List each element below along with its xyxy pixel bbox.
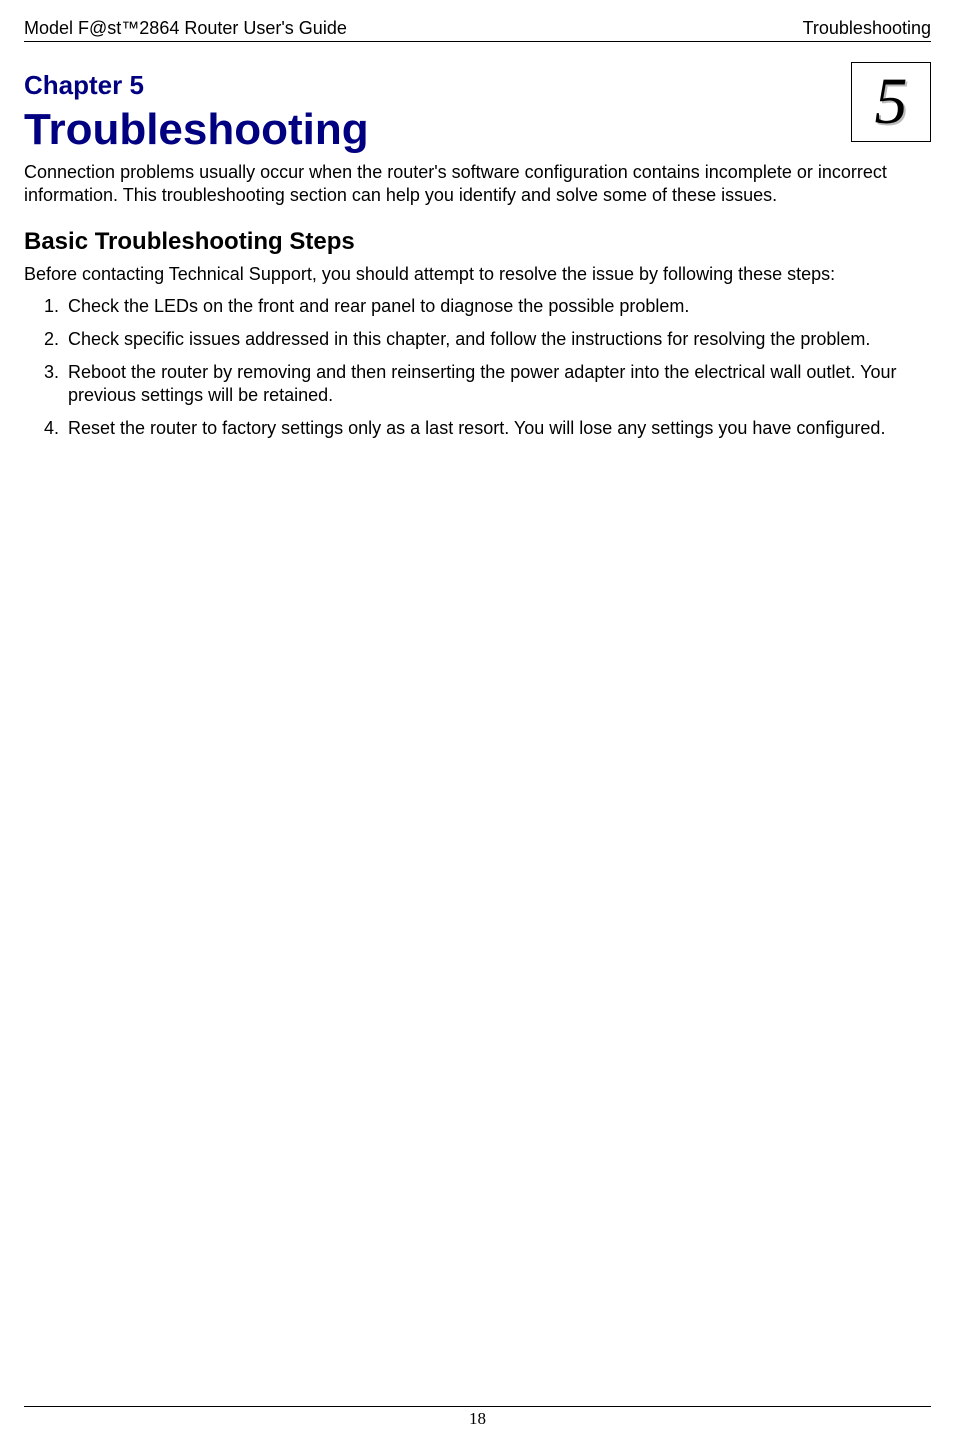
page-footer: 18 <box>24 1406 931 1429</box>
footer-rule <box>24 1406 931 1407</box>
step-item: Check specific issues addressed in this … <box>64 328 931 351</box>
step-item: Reset the router to factory settings onl… <box>64 417 931 440</box>
header-rule <box>24 41 931 42</box>
header-left: Model F@st™2864 Router User's Guide <box>24 18 347 39</box>
chapter-label: Chapter 5 <box>24 70 931 101</box>
section-intro: Before contacting Technical Support, you… <box>24 264 931 285</box>
chapter-number-badge: 5 <box>851 62 931 142</box>
step-item: Reboot the router by removing and then r… <box>64 361 931 407</box>
section-heading: Basic Troubleshooting Steps <box>24 228 931 256</box>
step-item: Check the LEDs on the front and rear pan… <box>64 295 931 318</box>
chapter-intro-paragraph: Connection problems usually occur when t… <box>24 161 931 206</box>
troubleshooting-steps-list: Check the LEDs on the front and rear pan… <box>24 295 931 440</box>
header-right: Troubleshooting <box>803 18 931 39</box>
running-header: Model F@st™2864 Router User's Guide Trou… <box>24 18 931 41</box>
page: Model F@st™2864 Router User's Guide Trou… <box>0 0 955 1451</box>
page-number: 18 <box>24 1409 931 1429</box>
chapter-title: Troubleshooting <box>24 105 931 155</box>
chapter-number: 5 <box>875 69 908 135</box>
